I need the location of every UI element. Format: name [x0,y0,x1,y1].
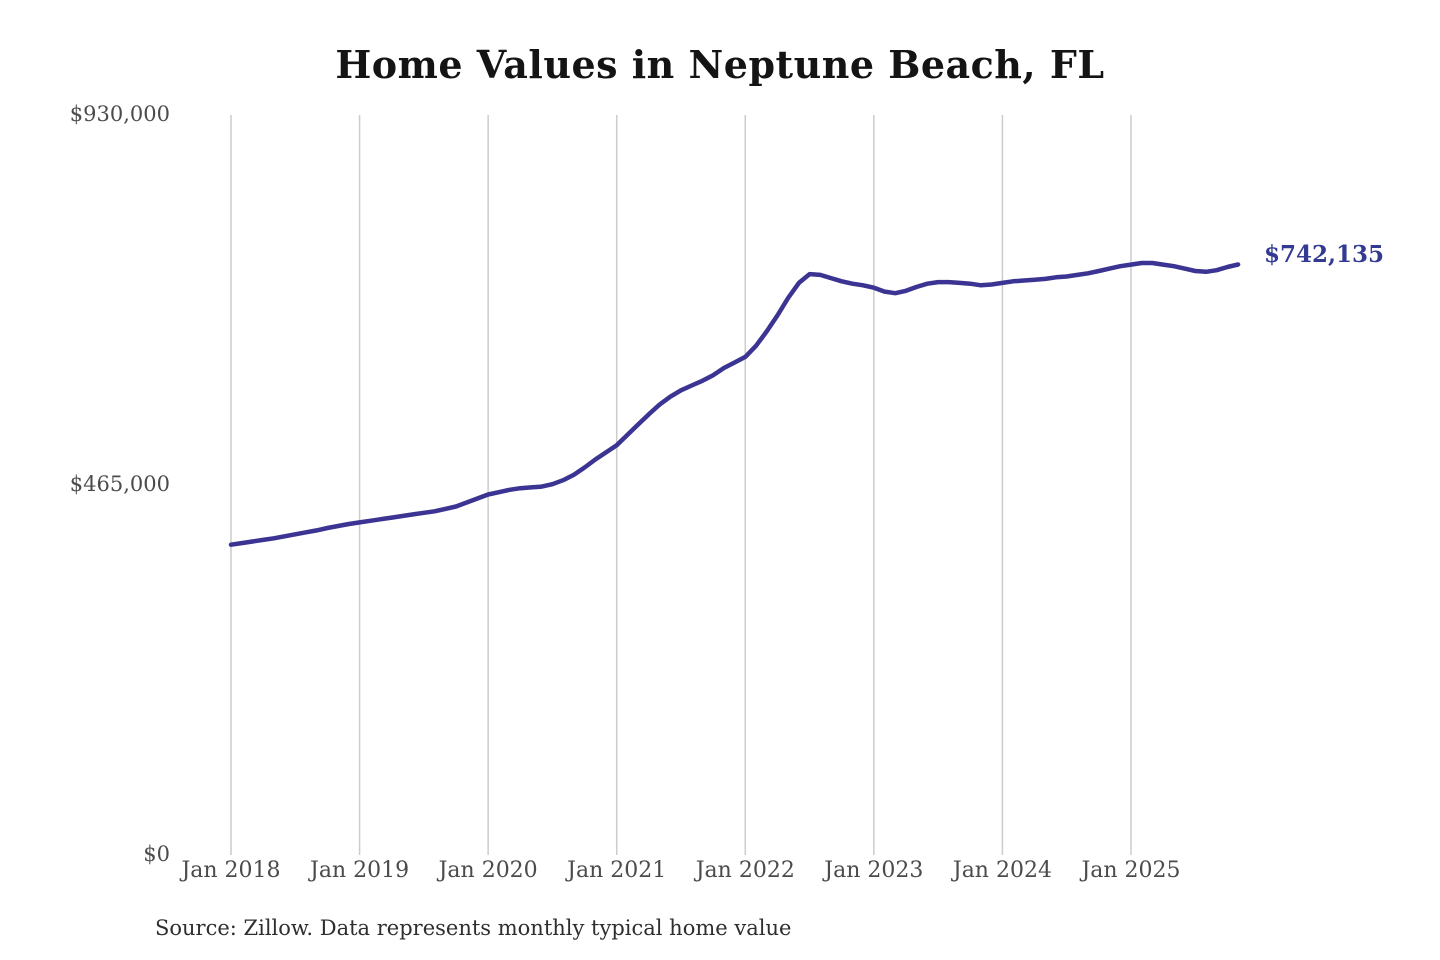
x-axis-tick-jan-2018: Jan 2018 [181,858,281,883]
chart-title: Home Values in Neptune Beach, FL [335,42,1105,87]
x-axis-tick-jan-2024: Jan 2024 [952,858,1052,883]
home-value-line-series [228,260,1241,547]
x-axis-tick-jan-2020: Jan 2020 [438,858,538,883]
x-axis-tick-jan-2023: Jan 2023 [824,858,924,883]
latest-value-label: $742,135 [1264,241,1385,268]
y-axis-tick-930000: $930,000 [69,102,170,126]
x-axis-tick-jan-2019: Jan 2019 [310,858,410,883]
x-axis-tick-jan-2025: Jan 2025 [1081,858,1181,883]
y-axis-tick-465000: $465,000 [69,472,170,496]
source-note: Source: Zillow. Data represents monthly … [155,916,792,940]
y-axis-tick-0: $0 [143,842,170,866]
x-axis-tick-jan-2022: Jan 2022 [695,858,795,883]
x-axis-tick-jan-2021: Jan 2021 [567,858,667,883]
